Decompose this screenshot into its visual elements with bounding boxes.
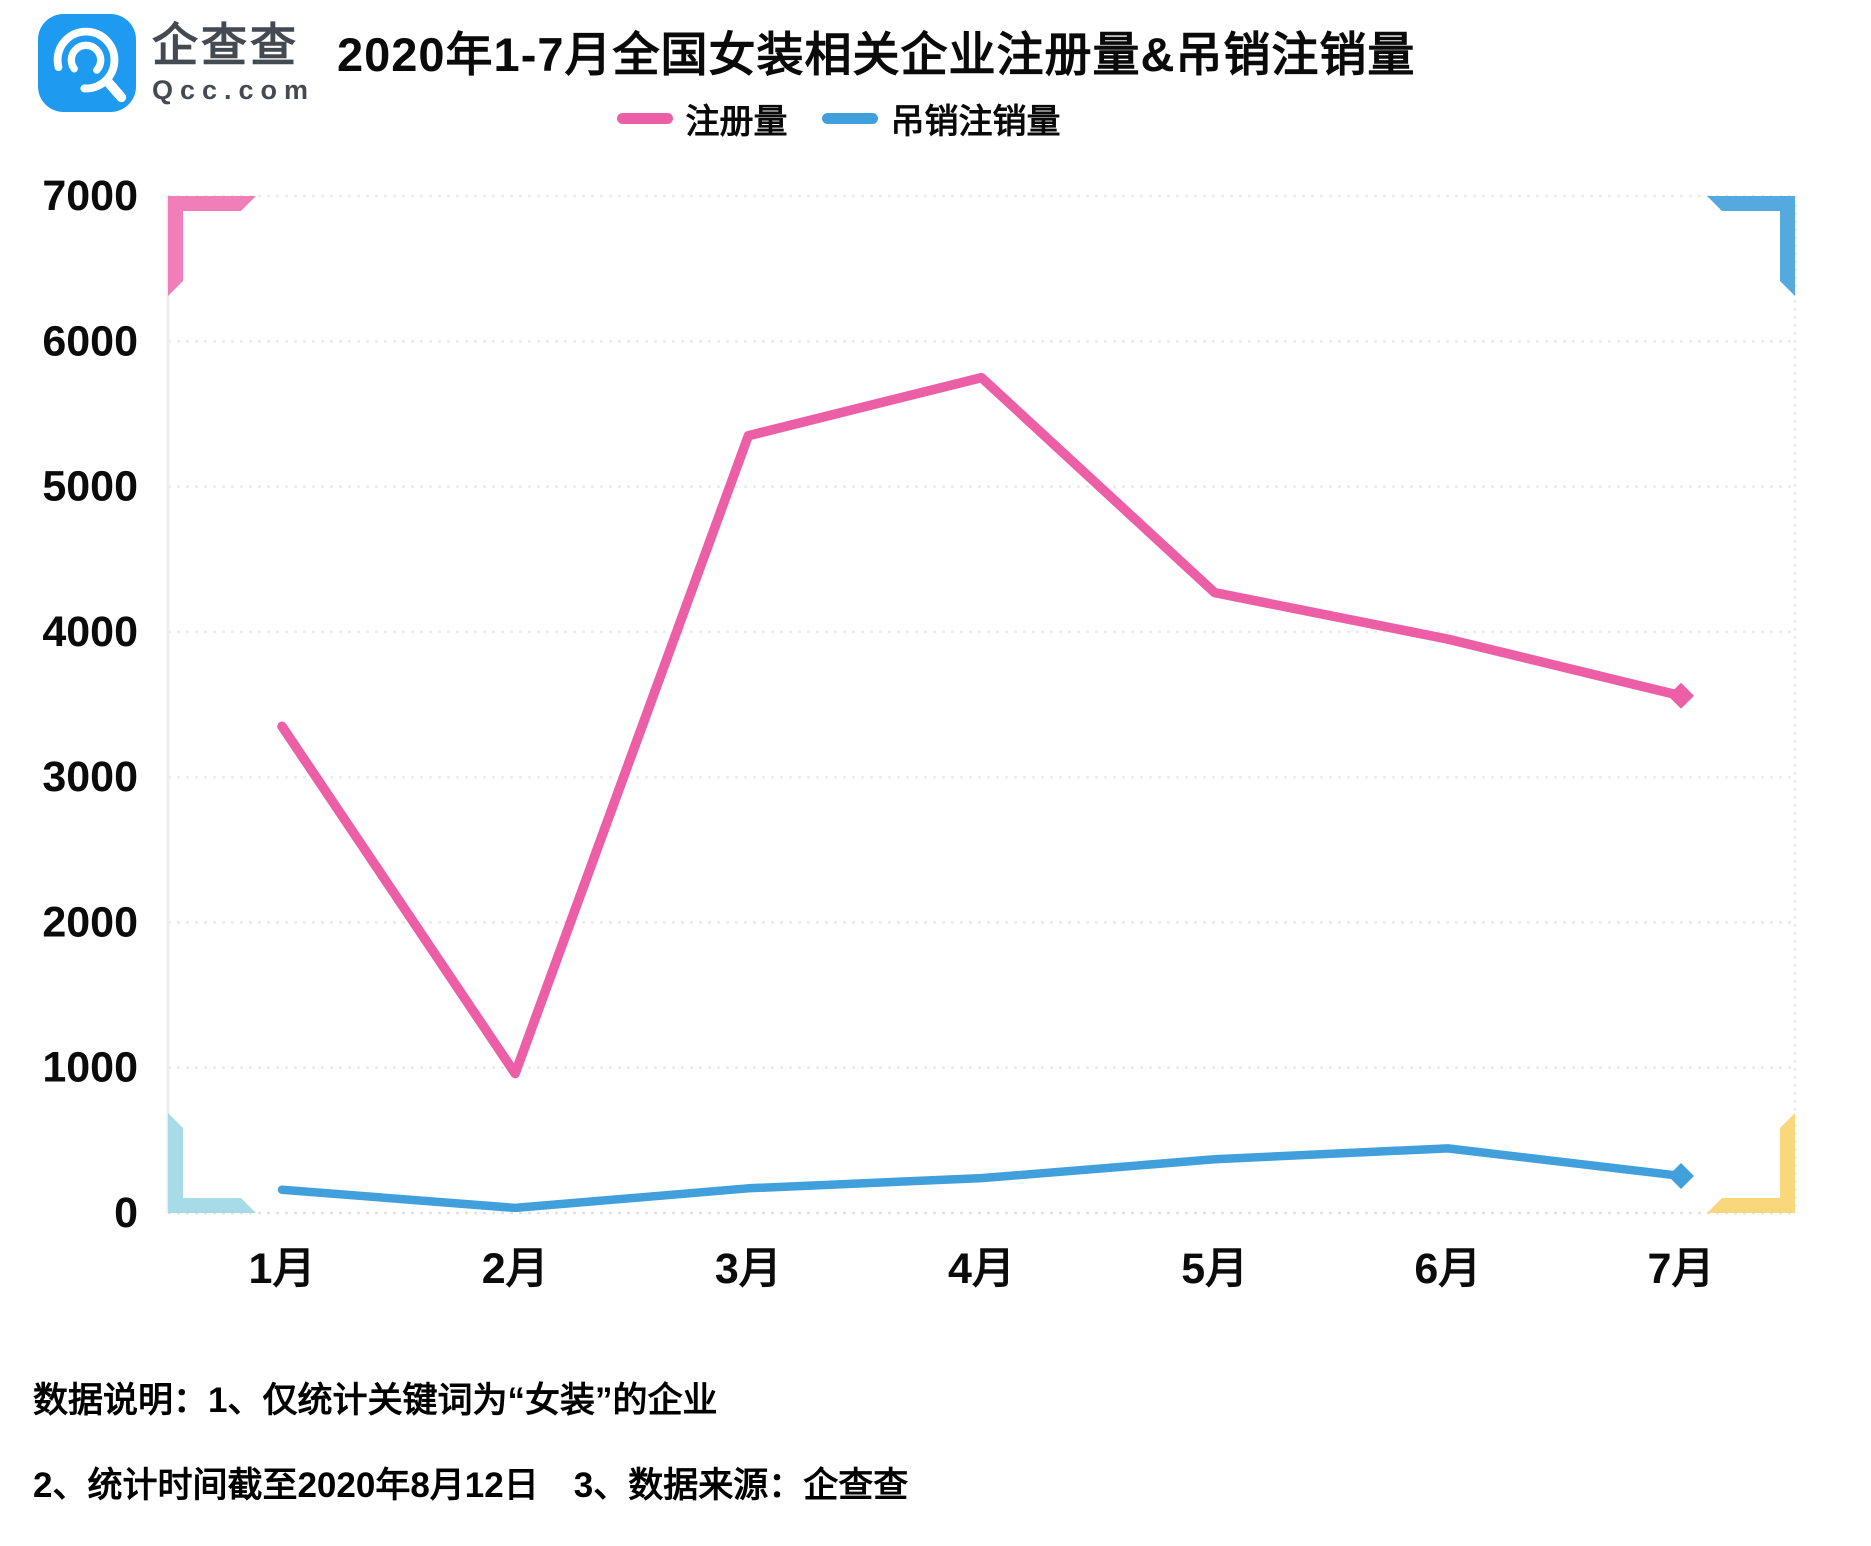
x-axis-label: 4月 xyxy=(948,1245,1015,1293)
series-line-registrations xyxy=(277,372,1686,1079)
x-axis-label: 1月 xyxy=(249,1245,316,1293)
x-axis-label: 5月 xyxy=(1181,1245,1248,1293)
end-diamond-marker-revocations xyxy=(1668,1162,1694,1189)
qcc-brand-text: 企查查 Qcc.com xyxy=(152,20,315,106)
brand-domain: Qcc.com xyxy=(152,74,316,105)
legend-item-registrations: 注册量 xyxy=(616,94,788,143)
legend-swatch-pink xyxy=(616,113,673,124)
data-notes: 数据说明：1、仅统计关键词为“女装”的企业 2、统计时间截至2020年8月12日… xyxy=(33,1372,908,1542)
x-axis-label: 2月 xyxy=(482,1245,549,1293)
y-axis-tick-label: 0 xyxy=(114,1189,138,1237)
series-line-revocations xyxy=(277,1144,1686,1213)
qcc-logo: 企查查 Qcc.com xyxy=(38,14,315,112)
x-axis-label: 7月 xyxy=(1648,1245,1715,1293)
qcc-magnifier-icon xyxy=(38,14,136,112)
legend-label-revocations: 吊销注销量 xyxy=(890,103,1061,141)
x-axis-label: 6月 xyxy=(1414,1245,1481,1293)
note-line-2: 2、统计时间截至2020年8月12日 3、数据来源：企查查 xyxy=(33,1466,909,1505)
corner-mark-top-right xyxy=(1707,196,1795,296)
y-axis-tick-label: 1000 xyxy=(42,1044,138,1092)
legend-label-registrations: 注册量 xyxy=(685,103,788,141)
y-axis-tick-label: 5000 xyxy=(42,463,138,511)
page-title: 2020年1-7月全国女装相关企业注册量&吊销注销量 xyxy=(337,28,1416,81)
legend-item-revocations: 吊销注销量 xyxy=(821,94,1061,143)
brand-name-cn: 企查查 xyxy=(152,19,299,72)
y-axis-tick-label: 2000 xyxy=(42,898,138,946)
legend-swatch-blue xyxy=(821,113,878,124)
y-axis-tick-label: 4000 xyxy=(42,608,138,656)
corner-mark-bottom-left xyxy=(168,1113,256,1213)
y-axis-tick-label: 7000 xyxy=(42,172,138,220)
corner-mark-bottom-right xyxy=(1707,1113,1795,1213)
corner-mark-top-left xyxy=(168,196,256,296)
y-axis-tick-label: 3000 xyxy=(42,753,138,801)
end-diamond-marker-registrations xyxy=(1668,682,1694,709)
note-line-1: 数据说明：1、仅统计关键词为“女装”的企业 xyxy=(33,1381,718,1420)
y-axis-tick-label: 6000 xyxy=(42,317,138,365)
chart-legend: 注册量 吊销注销量 xyxy=(0,94,1774,143)
x-axis-label: 3月 xyxy=(715,1245,782,1293)
